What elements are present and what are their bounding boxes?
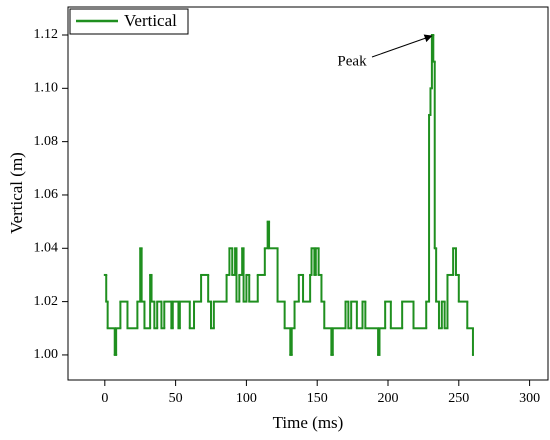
- annotation-arrow: [371, 34, 433, 58]
- x-tick-label: 150: [307, 391, 328, 406]
- x-tick-label: 50: [169, 391, 183, 406]
- y-tick-label: 1.02: [34, 294, 59, 309]
- y-tick-label: 1.10: [34, 81, 59, 96]
- x-tick-label: 250: [448, 391, 469, 406]
- annotation: Peak: [337, 53, 367, 69]
- x-tick-label: 300: [519, 391, 540, 406]
- y-tick-label: 1.06: [34, 187, 59, 202]
- x-tick-label: 100: [236, 391, 257, 406]
- legend-label: Vertical: [124, 11, 177, 30]
- plot-frame: [67, 6, 549, 381]
- x-tick-label: 0: [101, 391, 108, 406]
- y-tick-label: 1.12: [34, 27, 59, 42]
- x-axis-label: Time (ms): [273, 413, 344, 432]
- y-tick-label: 1.00: [34, 347, 59, 362]
- x-tick-label: 200: [378, 391, 399, 406]
- y-tick-label: 1.08: [34, 134, 59, 149]
- y-tick-label: 1.04: [34, 241, 59, 256]
- y-axis-label: Vertical (m): [7, 152, 26, 234]
- legend: Vertical: [69, 8, 189, 35]
